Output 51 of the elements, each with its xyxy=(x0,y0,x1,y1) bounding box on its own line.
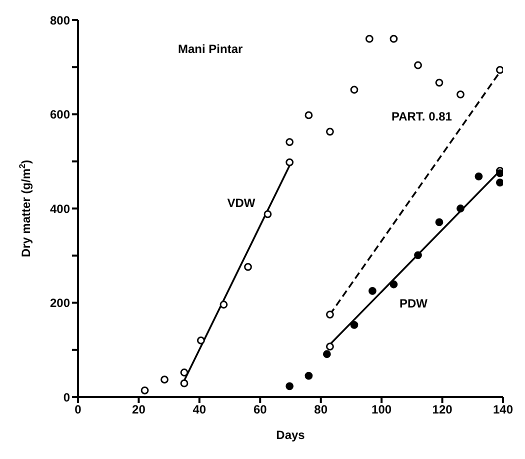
point xyxy=(496,169,503,178)
point xyxy=(414,251,422,260)
point xyxy=(286,382,294,390)
point xyxy=(390,280,398,288)
point xyxy=(390,34,398,43)
point xyxy=(160,376,168,384)
point xyxy=(496,66,503,74)
point xyxy=(474,172,483,180)
y-tick-label: 800 xyxy=(50,13,70,28)
x-tick-label: 20 xyxy=(132,402,146,417)
point xyxy=(414,61,422,70)
point xyxy=(456,204,464,212)
point xyxy=(326,310,334,318)
point xyxy=(496,178,503,187)
x-axis-title: Days xyxy=(276,428,306,442)
point xyxy=(326,342,334,351)
x-tick-label: 40 xyxy=(192,402,206,417)
point xyxy=(286,158,294,166)
point xyxy=(365,34,374,43)
annotation: Mani Pintar xyxy=(178,42,243,56)
x-tick-label: 140 xyxy=(492,402,514,417)
point xyxy=(220,300,228,309)
point xyxy=(140,386,149,394)
point xyxy=(435,218,444,226)
x-tick-label: 0 xyxy=(74,402,82,417)
y-tick-label: 200 xyxy=(50,296,70,310)
x-tick-label: 80 xyxy=(314,402,328,417)
point xyxy=(456,90,464,98)
y-tick-label: 400 xyxy=(50,202,70,216)
point xyxy=(286,138,294,146)
point xyxy=(244,262,252,271)
point xyxy=(350,86,358,94)
point xyxy=(322,350,331,358)
point xyxy=(350,320,358,329)
point xyxy=(196,336,205,344)
point xyxy=(435,78,444,87)
y-tick-label: 600 xyxy=(50,108,70,122)
point xyxy=(368,287,376,295)
series-label: PDW xyxy=(399,296,428,311)
point xyxy=(304,372,313,380)
x-tick-label: 60 xyxy=(253,402,268,417)
point xyxy=(180,368,188,376)
series-label: PART. 0.81 xyxy=(391,109,452,124)
x-tick-label: 120 xyxy=(432,402,453,417)
y-tick-label: 0 xyxy=(63,390,70,404)
point xyxy=(180,379,188,388)
point xyxy=(326,128,334,136)
x-tick-label: 100 xyxy=(372,402,392,417)
point xyxy=(304,111,313,120)
point xyxy=(264,210,272,218)
series-label: VDW xyxy=(227,196,256,210)
